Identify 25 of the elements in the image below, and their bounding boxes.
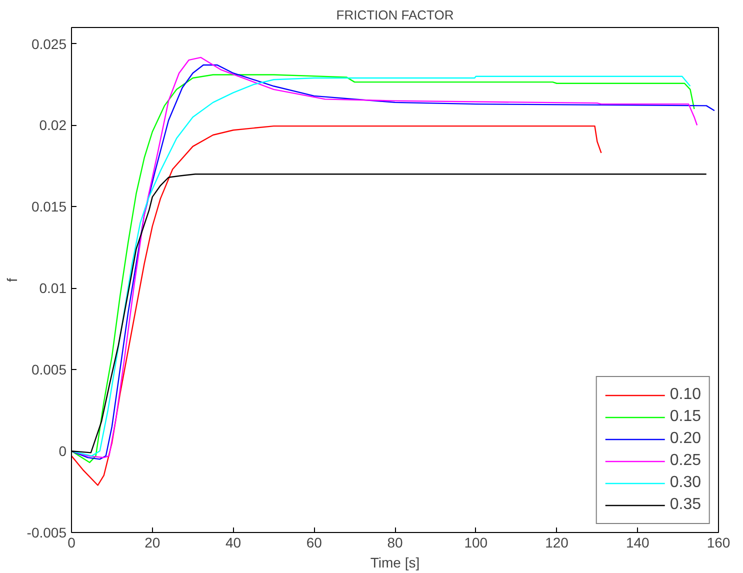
x-tick-label: 20 bbox=[144, 534, 160, 550]
chart-title: FRICTION FACTOR bbox=[336, 8, 454, 22]
y-tick-label: 0 bbox=[58, 443, 67, 460]
y-tick-label: -0.005 bbox=[26, 524, 67, 540]
y-tick-label: 0.01 bbox=[39, 280, 67, 296]
y-tick-label: 0.015 bbox=[31, 198, 67, 215]
y-axis-title: f bbox=[4, 278, 20, 282]
x-tick-label: 120 bbox=[545, 534, 569, 550]
legend-label: 0.25 bbox=[670, 451, 701, 471]
y-tick-label: 0.025 bbox=[31, 36, 67, 52]
y-tick-label: 0.005 bbox=[31, 362, 67, 378]
line-series bbox=[72, 125, 602, 486]
y-tick-label: 0.02 bbox=[39, 117, 67, 134]
x-tick-label: 140 bbox=[626, 534, 650, 550]
legend-label: 0.15 bbox=[670, 407, 701, 427]
x-tick-label: 60 bbox=[306, 534, 322, 550]
legend-label: 0.30 bbox=[670, 473, 701, 493]
legend-label: 0.35 bbox=[670, 495, 701, 515]
x-axis-title: Time [s] bbox=[370, 554, 420, 570]
legend-label: 0.20 bbox=[670, 429, 701, 449]
x-tick-label: 40 bbox=[225, 534, 242, 550]
x-tick-label: 160 bbox=[706, 534, 730, 550]
legend-label: 0.10 bbox=[670, 385, 701, 405]
x-tick-label: 80 bbox=[387, 534, 403, 550]
x-tick-label: 100 bbox=[464, 534, 488, 550]
